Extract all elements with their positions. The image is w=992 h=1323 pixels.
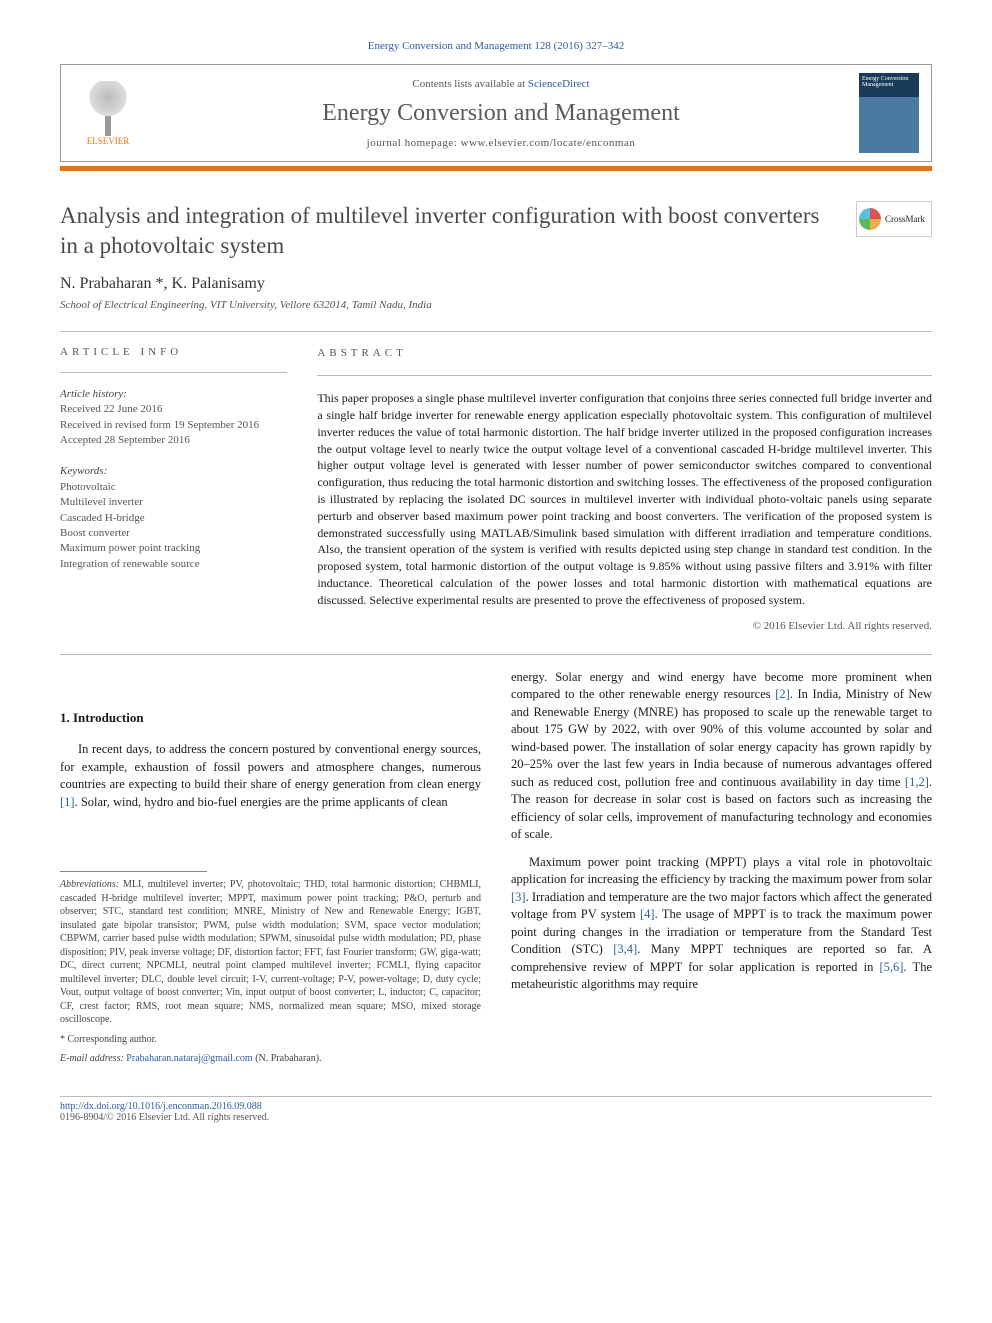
divider	[60, 372, 287, 373]
footnote-rule	[60, 871, 207, 872]
elsevier-tree-icon	[83, 81, 133, 136]
citation-link[interactable]: [2]	[775, 687, 790, 701]
citation-link[interactable]: [3,4]	[613, 942, 637, 956]
history-line: Received 22 June 2016	[60, 402, 287, 417]
publisher-name: ELSEVIER	[87, 136, 130, 146]
keyword: Photovoltaic	[60, 480, 287, 495]
intro-paragraph: In recent days, to address the concern p…	[60, 741, 481, 811]
text-run: Maximum power point tracking (MPPT) play…	[511, 855, 932, 887]
footnotes: Abbreviations: MLI, multilevel inverter;…	[60, 871, 481, 1066]
authors: N. Prabaharan *, K. Palanisamy	[60, 275, 932, 293]
doi-link[interactable]: http://dx.doi.org/10.1016/j.enconman.201…	[60, 1101, 262, 1112]
keyword: Boost converter	[60, 526, 287, 541]
contents-prefix: Contents lists available at	[412, 78, 527, 90]
keywords-block: Keywords: Photovoltaic Multilevel invert…	[60, 464, 287, 572]
corresponding-author: * Corresponding author.	[60, 1033, 481, 1047]
journal-header: ELSEVIER Contents lists available at Sci…	[60, 64, 932, 162]
journal-homepage: journal homepage: www.elsevier.com/locat…	[143, 137, 859, 149]
doi-footer: http://dx.doi.org/10.1016/j.enconman.201…	[60, 1096, 932, 1123]
text-run: . Solar, wind, hydro and bio-fuel energi…	[75, 795, 448, 809]
keyword: Integration of renewable source	[60, 557, 287, 572]
sciencedirect-link[interactable]: ScienceDirect	[528, 78, 590, 90]
citation-link[interactable]: [5,6]	[880, 960, 904, 974]
crossmark-badge[interactable]: CrossMark	[856, 201, 932, 237]
abstract-text: This paper proposes a single phase multi…	[317, 390, 932, 608]
crossmark-icon	[859, 208, 881, 230]
keyword: Multilevel inverter	[60, 495, 287, 510]
email-label: E-mail address:	[60, 1053, 126, 1064]
issn-line: 0196-8904/© 2016 Elsevier Ltd. All right…	[60, 1112, 269, 1123]
divider	[317, 375, 932, 376]
copyright: © 2016 Elsevier Ltd. All rights reserved…	[317, 619, 932, 634]
history-line: Received in revised form 19 September 20…	[60, 418, 287, 433]
article-info-label: ARTICLE INFO	[60, 346, 287, 358]
journal-title: Energy Conversion and Management	[143, 100, 859, 127]
text-run: . In India, Ministry of New and Renewabl…	[511, 687, 932, 789]
keyword: Cascaded H-bridge	[60, 511, 287, 526]
journal-reference: Energy Conversion and Management 128 (20…	[60, 40, 932, 52]
email-line: E-mail address: Prabaharan.nataraj@gmail…	[60, 1052, 481, 1066]
orange-divider	[60, 166, 932, 171]
abbreviations: Abbreviations: MLI, multilevel inverter;…	[60, 878, 481, 1027]
contents-line: Contents lists available at ScienceDirec…	[143, 78, 859, 90]
email-link[interactable]: Prabaharan.nataraj@gmail.com	[126, 1053, 252, 1064]
journal-cover-thumb: Energy Conversion Management	[859, 73, 919, 153]
history-heading: Article history:	[60, 387, 287, 402]
abstract-label: ABSTRACT	[317, 346, 932, 361]
divider	[60, 654, 932, 655]
divider	[60, 331, 932, 332]
email-suffix: (N. Prabaharan).	[253, 1053, 322, 1064]
history-line: Accepted 28 September 2016	[60, 433, 287, 448]
citation-link[interactable]: [1,2]	[905, 775, 929, 789]
article-title: Analysis and integration of multilevel i…	[60, 201, 836, 261]
publisher-logo: ELSEVIER	[73, 73, 143, 153]
abbrev-text: MLI, multilevel inverter; PV, photovolta…	[60, 879, 481, 1025]
abbrev-label: Abbreviations:	[60, 879, 119, 890]
intro-paragraph: Maximum power point tracking (MPPT) play…	[511, 854, 932, 994]
affiliation: School of Electrical Engineering, VIT Un…	[60, 299, 932, 311]
keywords-heading: Keywords:	[60, 464, 287, 479]
crossmark-label: CrossMark	[885, 214, 925, 224]
citation-link[interactable]: [3]	[511, 890, 526, 904]
citation-link[interactable]: [1]	[60, 795, 75, 809]
citation-link[interactable]: [4]	[640, 907, 655, 921]
keyword: Maximum power point tracking	[60, 541, 287, 556]
intro-paragraph: energy. Solar energy and wind energy hav…	[511, 669, 932, 844]
article-history: Article history: Received 22 June 2016 R…	[60, 387, 287, 449]
intro-heading: 1. Introduction	[60, 709, 481, 727]
text-run: In recent days, to address the concern p…	[60, 742, 481, 791]
